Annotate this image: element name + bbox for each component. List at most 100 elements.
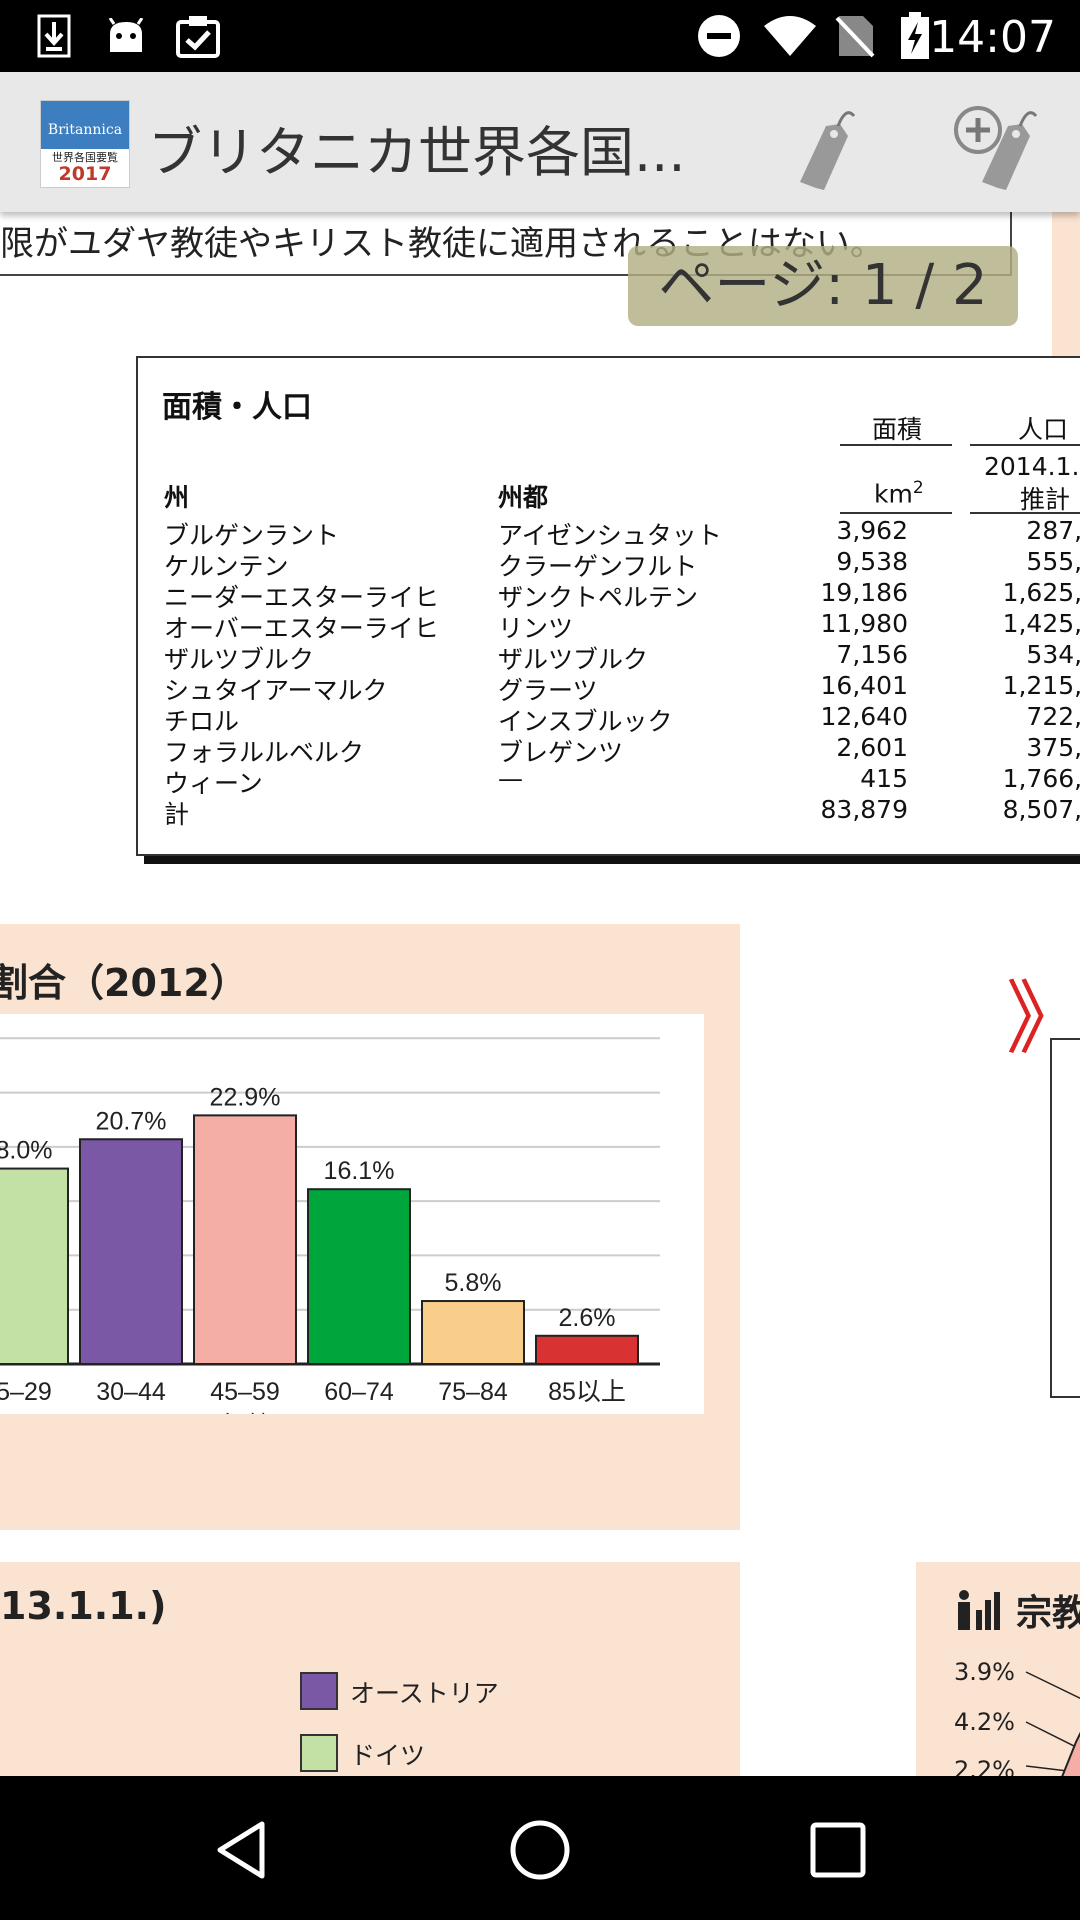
cell-capital: ザンクトペルテン [498, 583, 699, 612]
cell-state: フォラルルベルク [164, 738, 365, 767]
bar-chart: 18.0% 15–29 20.7% 30–44 22.9% 45–59 16.1% 60–74… [0, 1014, 704, 1414]
legend-swatch-1 [300, 1734, 338, 1772]
cell-population: 1,215,2 [1002, 671, 1080, 700]
back-icon[interactable] [210, 1818, 274, 1882]
cell-population: 534,2 [1026, 640, 1080, 669]
cell-capital: ブレゲンツ [498, 738, 624, 767]
cell-state: 計 [164, 800, 190, 829]
area-unit-base: km [874, 479, 913, 509]
column-header-population: 人口 [1018, 415, 1069, 444]
bar-3 [307, 1188, 411, 1365]
religion-percent-label: 3.9% [954, 1658, 1015, 1686]
legend-swatch-0 [300, 1672, 338, 1710]
cell-area: 3,962 [836, 516, 908, 545]
android-icon [104, 14, 148, 58]
nationality-pie-section: 13.1.1.) オーストリア ドイツ [0, 1562, 740, 1776]
area-unit: km2 [874, 478, 924, 508]
do-not-disturb-icon [696, 14, 742, 58]
bar-value-label: 2.6% [559, 1304, 616, 1332]
column-header-area: 面積 [872, 415, 923, 444]
legend-label-0: オーストリア [350, 1679, 499, 1708]
cell-population: 287,4 [1026, 516, 1080, 545]
cell-capital: インスブルック [498, 707, 673, 736]
recents-icon[interactable] [808, 1820, 868, 1880]
area-unit-exponent: 2 [912, 478, 924, 498]
x-axis-label: 年齢 [220, 1412, 270, 1414]
bar-1 [79, 1138, 183, 1365]
cell-population: 1,625,4 [1002, 578, 1080, 607]
cell-area: 2,601 [836, 733, 908, 762]
bar-value-label: 5.8% [445, 1269, 502, 1297]
cell-area: 7,156 [836, 640, 908, 669]
cell-capital: グラーツ [498, 676, 598, 705]
bar-value-label: 22.9% [210, 1083, 281, 1111]
legend-label-1: ドイツ [350, 1741, 426, 1770]
cell-population: 722,0 [1026, 702, 1080, 731]
section-title: 宗教 [1016, 1593, 1080, 1634]
religion-section: 宗教 3.9% 4.2% 2.2% [916, 1562, 1080, 1776]
column-header-capital: 州都 [498, 483, 549, 512]
cell-capital: ザルツブルク [498, 645, 649, 674]
area-population-table: 面積・人口 面積 人口 2014.1. 推計 州 州都 km2 ブルゲンラント ア… [136, 356, 1080, 856]
cell-population: 1,766,7 [1002, 764, 1080, 793]
people-chart-icon [958, 1590, 1000, 1630]
bar-value-label: 18.0% [0, 1137, 52, 1165]
religion-percent-label: 4.2% [954, 1708, 1015, 1736]
app-logo[interactable]: Britannica 世界各国要覧 2017 [40, 100, 130, 188]
logo-year: 2017 [58, 163, 112, 185]
no-sim-icon [834, 14, 876, 58]
table-title: 面積・人口 [162, 390, 312, 425]
cell-capital: リンツ [498, 614, 574, 643]
text-frame [0, 212, 1012, 276]
side-frame [1050, 1038, 1080, 1398]
cell-capital: クラーゲンフルト [498, 552, 698, 581]
cell-population: 1,425,4 [1002, 609, 1080, 638]
cell-state: ニーダーエスターライヒ [164, 583, 440, 612]
cell-area: 83,879 [820, 795, 908, 824]
cell-area: 415 [860, 764, 908, 793]
category-label: 75–84 [438, 1378, 508, 1406]
religion-percent-label: 2.2% [954, 1756, 1015, 1776]
population-date: 2014.1. [984, 452, 1080, 481]
add-bookmark-tag-icon[interactable] [948, 102, 1038, 192]
pie-chart [0, 1632, 250, 1776]
bar-value-label: 20.7% [96, 1107, 167, 1135]
cell-state: ブルゲンラント [164, 521, 340, 550]
cell-state: シュタイアーマルク [164, 676, 388, 705]
page-indicator: ページ: 1 / 2 [628, 246, 1018, 326]
cell-state: ケルンテン [164, 552, 289, 581]
category-label: 15–29 [0, 1378, 52, 1406]
wifi-icon [762, 14, 818, 58]
download-icon [34, 14, 74, 58]
column-header-state: 州 [164, 483, 190, 512]
category-label: 45–59 [210, 1378, 280, 1406]
bar-5 [535, 1334, 639, 1365]
divider [970, 512, 1080, 514]
divider [840, 444, 952, 446]
section-title: 13.1.1.) [0, 1584, 167, 1628]
category-label: 85以上 [548, 1378, 626, 1406]
category-label: 60–74 [324, 1378, 394, 1406]
page-title: ブリタニカ世界各国... [148, 121, 686, 184]
document-view[interactable]: 限がユダヤ教徒やキリスト教徒に適用されることはない。 ページ: 1 / 2 面積… [0, 212, 1080, 1776]
cell-population: 555,8 [1026, 547, 1080, 576]
cell-state: ウィーン [164, 769, 263, 798]
cell-capital: アイゼンシュタット [498, 521, 722, 550]
logo-brand: Britannica [41, 101, 129, 149]
cell-area: 19,186 [820, 578, 908, 607]
bar-0 [0, 1167, 69, 1365]
home-icon[interactable] [508, 1818, 572, 1882]
cell-capital: — [498, 764, 523, 793]
bookmark-tag-icon[interactable] [786, 102, 876, 192]
status-bar: 14:07 [0, 0, 1080, 72]
cell-population: 8,507,7 [1002, 795, 1080, 824]
bar-2 [193, 1114, 297, 1365]
divider [840, 512, 952, 514]
population-note: 推計 [1020, 485, 1071, 514]
cell-area: 12,640 [820, 702, 908, 731]
clock: 14:07 [929, 12, 1056, 63]
divider [970, 444, 1080, 446]
page-edge-decoration [1052, 212, 1080, 360]
cell-state: ザルツブルク [164, 645, 315, 674]
cell-state: オーバーエスターライヒ [164, 614, 439, 643]
